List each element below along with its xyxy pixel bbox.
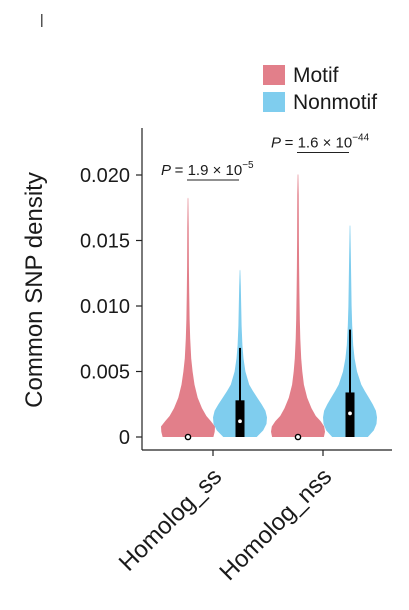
top-left-mark: |	[40, 11, 44, 27]
legend: Motif Nonmotif	[263, 64, 377, 114]
y-tick-label: 0.020	[80, 165, 130, 187]
box-plots	[184, 329, 355, 441]
p-value-text: P = 1.9 × 10−5	[161, 160, 254, 179]
y-tick-label: 0.015	[80, 231, 130, 253]
legend-swatch-nonmotif	[263, 92, 285, 112]
median-point	[346, 410, 354, 417]
legend-swatch-motif	[263, 65, 285, 85]
y-axis-label: Common SNP density	[21, 172, 48, 408]
median-point	[294, 433, 302, 441]
p-value-text: P = 1.6 × 10−44	[271, 132, 370, 151]
p-value-annotation: P = 1.6 × 10−44	[271, 132, 370, 153]
p-value-annotation: P = 1.9 × 10−5	[161, 160, 254, 181]
y-tick-label: 0.010	[80, 296, 130, 318]
x-tick-label: Homolog_nss	[214, 463, 337, 586]
annotations: P = 1.9 × 10−5 P = 1.6 × 10−44	[161, 132, 370, 181]
y-tick-label: 0.005	[80, 362, 130, 384]
y-tick-label: 0	[119, 427, 130, 449]
legend-label-nonmotif: Nonmotif	[293, 91, 377, 114]
x-tick-label: Homolog_ss	[114, 463, 227, 576]
legend-label-motif: Motif	[293, 64, 339, 87]
y-axis: 0 0.005 0.010 0.015 0.020	[80, 128, 143, 450]
violin-motif-homolog_nss	[271, 174, 325, 437]
violins	[161, 174, 377, 437]
median-point	[184, 433, 192, 441]
median-point	[236, 417, 244, 425]
violin-motif-homolog_ss	[161, 197, 215, 437]
